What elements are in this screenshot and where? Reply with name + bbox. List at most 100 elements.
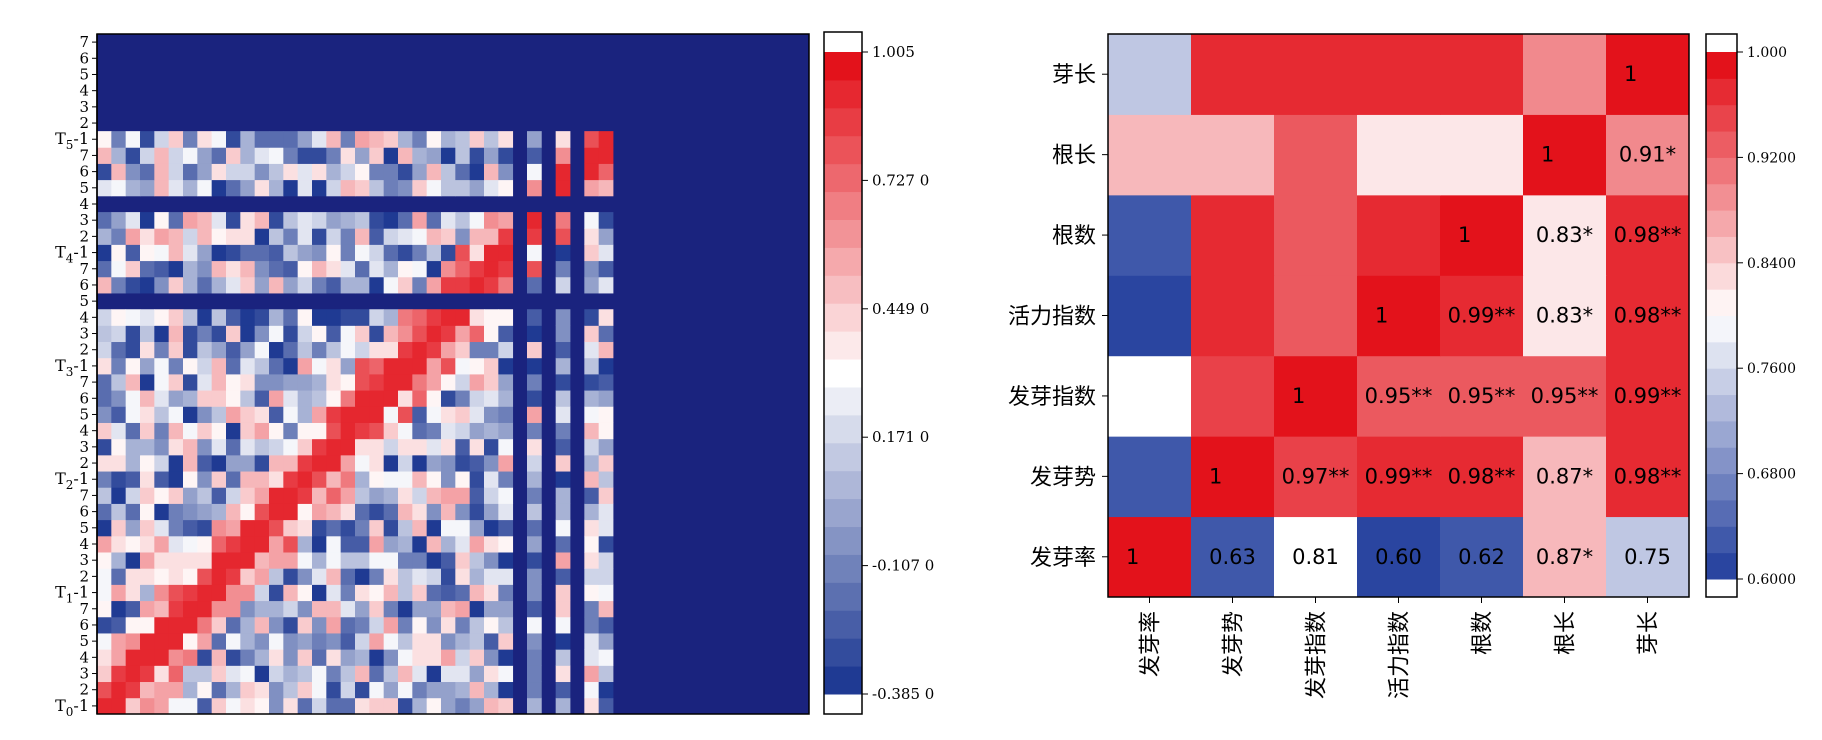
left-heatmap-cell xyxy=(269,616,284,634)
left-heatmap-cell xyxy=(326,390,342,407)
left-heatmap-cell xyxy=(183,163,198,181)
left-heatmap-cell xyxy=(154,422,170,440)
left-heatmap-cell xyxy=(369,212,385,229)
right-colorbar-band xyxy=(1706,473,1737,501)
right-cell-label: 1 xyxy=(1624,62,1637,86)
left-heatmap-cell xyxy=(598,390,614,407)
left-heatmap-cell xyxy=(125,325,141,343)
left-heatmap-cell xyxy=(283,147,299,164)
left-heatmap-cell xyxy=(140,519,155,537)
right-heatmap-cell xyxy=(1440,34,1524,115)
left-heatmap-cell xyxy=(97,325,112,343)
left-heatmap-cell xyxy=(197,244,213,262)
left-heatmap-cell xyxy=(297,374,313,391)
right-heatmap-cell xyxy=(1108,34,1192,115)
left-heatmap-cell xyxy=(226,422,241,440)
left-heatmap-cell xyxy=(211,390,227,407)
left-heatmap-cell xyxy=(426,616,442,634)
left-heatmap-cell xyxy=(326,519,342,537)
left-heatmap-cell xyxy=(226,552,241,569)
left-heatmap-cell xyxy=(154,406,170,423)
left-heatmap-cell xyxy=(527,503,542,521)
left-heatmap-cell xyxy=(269,147,284,164)
left-heatmap-cell xyxy=(140,179,155,197)
left-heatmap-cell xyxy=(297,519,313,537)
left-heatmap-cell xyxy=(240,681,256,699)
left-heatmap-cell xyxy=(326,406,342,423)
left-heatmap-cell xyxy=(312,487,327,504)
left-heatmap-cell xyxy=(455,519,471,537)
left-heatmap-cell xyxy=(183,503,198,521)
left-heatmap-cell xyxy=(441,260,456,278)
right-colorbar-tick-label: 0.7600 xyxy=(1747,361,1796,377)
left-heatmap-cell xyxy=(484,374,499,391)
left-colorbar-tick-label: 0.171 0 xyxy=(872,428,929,446)
left-heatmap-cell xyxy=(168,357,184,375)
left-heatmap-cell xyxy=(197,163,213,181)
left-heatmap-cell xyxy=(297,568,313,585)
left-heatmap-cell xyxy=(168,454,184,472)
left-heatmap-cell xyxy=(211,697,227,715)
left-heatmap-cell xyxy=(398,147,413,164)
left-heatmap-cell xyxy=(297,471,313,488)
left-heatmap-cell xyxy=(297,422,313,440)
left-heatmap-cell xyxy=(269,374,284,391)
left-heatmap-cell xyxy=(140,341,155,359)
left-y-group-label: T1-1 xyxy=(55,583,89,606)
left-heatmap-cell xyxy=(369,616,385,634)
left-heatmap-cell xyxy=(484,244,499,262)
left-heatmap-cell xyxy=(197,471,213,488)
left-heatmap-cell xyxy=(398,568,413,585)
left-heatmap-cell xyxy=(469,212,485,229)
left-heatmap-cell xyxy=(340,454,356,472)
left-heatmap-cell xyxy=(584,584,600,602)
left-heatmap-cell xyxy=(97,665,112,683)
left-heatmap-cell xyxy=(498,535,514,553)
left-heatmap-cell xyxy=(412,309,428,326)
left-heatmap-cell xyxy=(140,309,155,326)
left-heatmap-cell xyxy=(369,406,385,423)
left-heatmap-cell xyxy=(240,131,256,148)
left-heatmap-cell xyxy=(312,406,327,423)
left-heatmap-cell xyxy=(584,503,600,521)
left-colorbar-band xyxy=(824,79,862,109)
left-colorbar: 1.005 0.727 0 0.449 0 0.171 0 -0.107 0 -0.385… xyxy=(823,31,934,715)
left-heatmap-cell xyxy=(355,616,370,634)
left-heatmap-cell xyxy=(484,212,499,229)
left-heatmap-cell xyxy=(469,163,485,181)
left-heatmap-cell xyxy=(183,260,198,278)
left-heatmap-cell xyxy=(283,568,299,585)
left-heatmap-cell xyxy=(97,471,112,488)
left-heatmap-cell xyxy=(340,131,356,148)
left-y-tick-label: 6 xyxy=(79,389,89,407)
left-heatmap-cell xyxy=(555,212,571,229)
left-heatmap-cell xyxy=(412,584,428,602)
left-heatmap-cell xyxy=(469,503,485,521)
left-heatmap-cell xyxy=(584,244,600,262)
left-heatmap-cell xyxy=(441,438,456,456)
left-heatmap-cell xyxy=(584,633,600,650)
left-heatmap-cell xyxy=(527,568,542,585)
left-heatmap-cell xyxy=(326,503,342,521)
left-heatmap-cell xyxy=(97,390,112,407)
right-heatmap-cell xyxy=(1606,516,1690,598)
left-heatmap-cell xyxy=(211,325,227,343)
left-heatmap-cell xyxy=(369,552,385,569)
left-heatmap-cell xyxy=(211,535,227,553)
left-heatmap-cell xyxy=(97,406,112,423)
left-heatmap-cell xyxy=(455,454,471,472)
left-heatmap-cell xyxy=(283,228,299,245)
left-heatmap-cell xyxy=(412,276,428,294)
right-x-tick-label: 根长 xyxy=(1554,611,1579,655)
left-heatmap-cell xyxy=(484,471,499,488)
left-heatmap-cell xyxy=(469,276,485,294)
left-heatmap-cell xyxy=(226,535,241,553)
left-heatmap-cell xyxy=(226,697,241,715)
left-heatmap-cell xyxy=(297,276,313,294)
left-heatmap-cell xyxy=(584,454,600,472)
left-heatmap-cell xyxy=(240,406,256,423)
left-heatmap-cell xyxy=(340,633,356,650)
left-heatmap-cell xyxy=(369,600,385,618)
left-heatmap-cell xyxy=(168,244,184,262)
left-heatmap-cell xyxy=(355,163,370,181)
